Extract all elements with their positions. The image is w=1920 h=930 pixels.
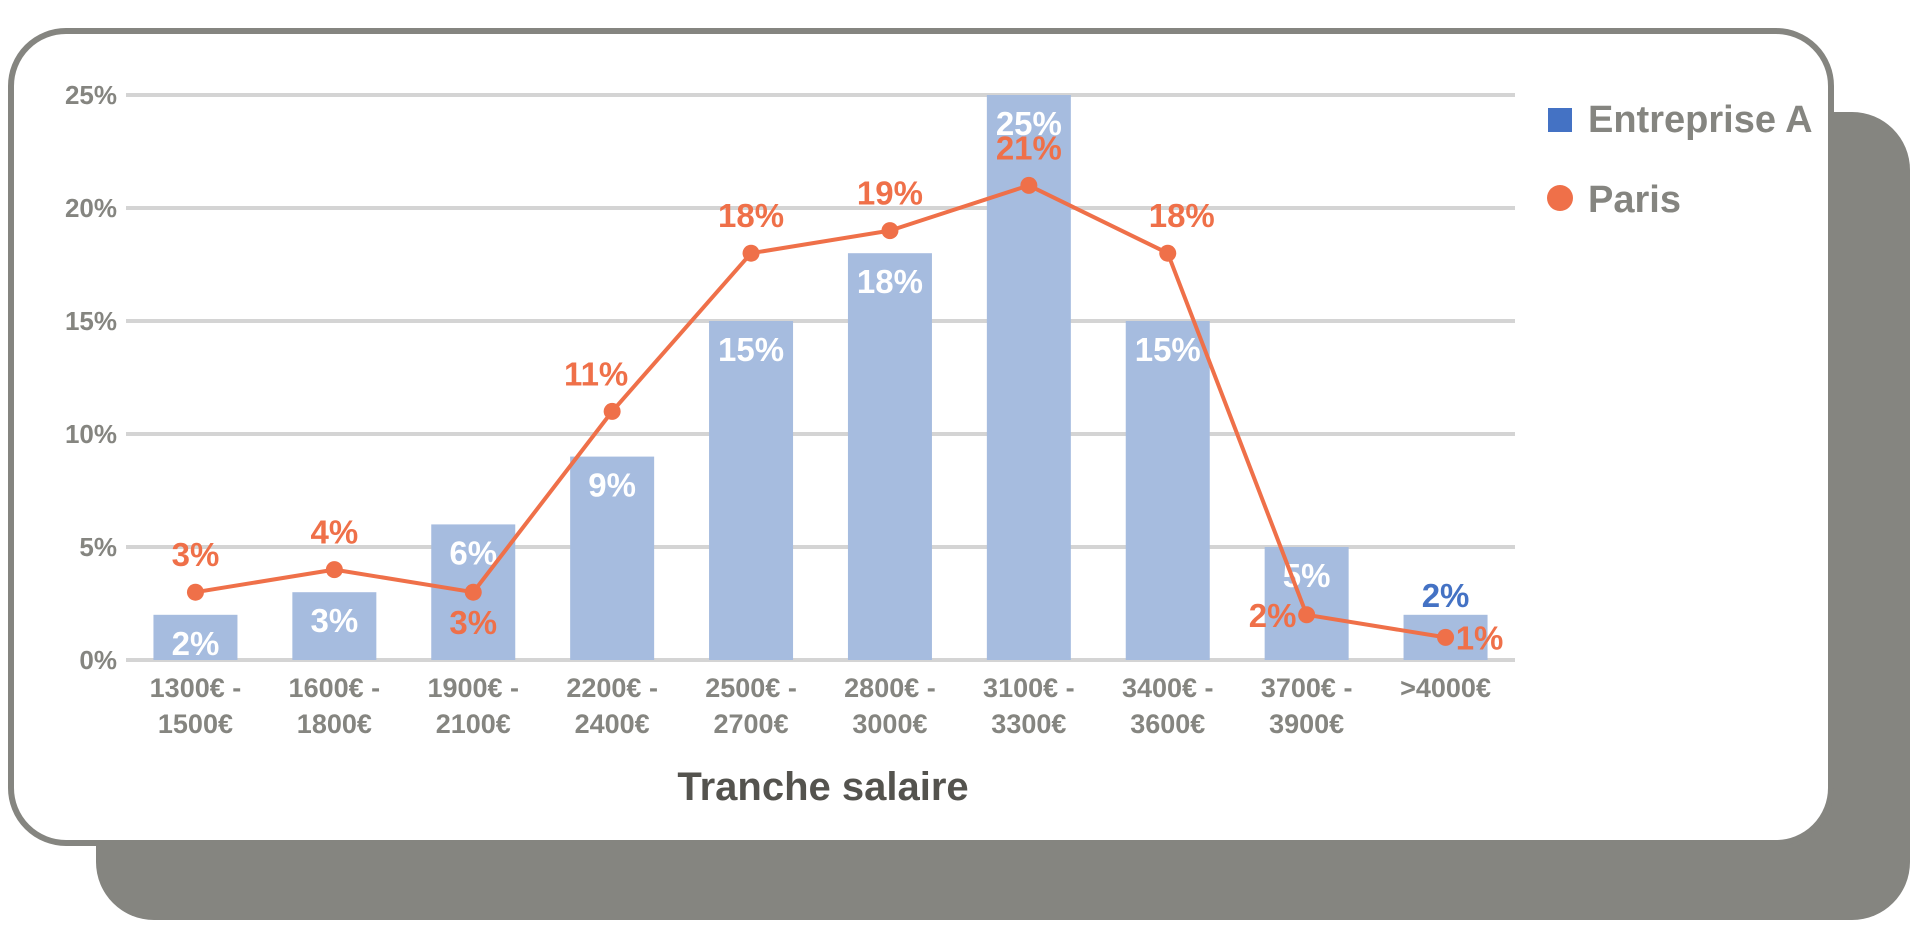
x-tick-label: 1600€ -	[289, 673, 381, 703]
x-tick-label: 1800€	[297, 709, 372, 739]
paris-data-label: 18%	[718, 197, 784, 234]
bar-data-label: 6%	[449, 534, 497, 571]
paris-data-label: 3%	[172, 536, 220, 573]
paris-data-label: 4%	[310, 514, 358, 551]
x-tick-label: 3000€	[852, 709, 927, 739]
bar-data-label: 9%	[588, 467, 636, 504]
paris-point	[1159, 244, 1177, 262]
x-tick-label: >4000€	[1400, 673, 1491, 703]
line-labels: 3% 4% 3% 11% 18% 19% 21% 18% 2% 1%	[172, 129, 1504, 656]
x-tick-label: 3700€ -	[1261, 673, 1353, 703]
paris-point	[603, 402, 621, 420]
bar	[153, 614, 238, 660]
bar-data-label: 2%	[1422, 577, 1470, 614]
paris-data-label: 19%	[857, 175, 923, 212]
x-tick-label: 1900€ -	[427, 673, 519, 703]
paris-data-label: 2%	[1249, 597, 1297, 634]
paris-point	[186, 583, 204, 601]
paris-point	[1020, 176, 1038, 194]
bar	[570, 456, 655, 660]
x-tick-label: 1300€ -	[150, 673, 242, 703]
x-tick-label: 3400€ -	[1122, 673, 1214, 703]
y-tick-label: 25%	[65, 80, 117, 110]
x-tick-label: 2700€	[714, 709, 789, 739]
x-axis-title: Tranche salaire	[677, 765, 968, 809]
grid	[126, 93, 1515, 662]
x-axis: 1300€ - 1500€ 1600€ - 1800€ 1900€ - 2100€ 2200…	[150, 673, 1491, 739]
bar-data-label: 15%	[1135, 331, 1201, 368]
paris-point	[1437, 628, 1455, 646]
bar-labels: 2%3%6%9%15%18%25%15%5%2%	[172, 105, 1470, 662]
paris-point	[742, 244, 760, 262]
legend-swatch-entreprise-a	[1548, 108, 1572, 132]
legend-label-entreprise-a: Entreprise A	[1588, 99, 1813, 141]
bar	[847, 253, 932, 660]
paris-point	[881, 222, 899, 240]
bar-data-label: 25%	[996, 105, 1062, 142]
x-tick-label: 2500€ -	[705, 673, 797, 703]
paris-data-label: 18%	[1149, 197, 1215, 234]
paris-point	[464, 583, 482, 601]
x-tick-label: 3100€ -	[983, 673, 1075, 703]
bar-data-label: 18%	[857, 263, 923, 300]
bar	[292, 592, 377, 660]
bar-data-label: 2%	[172, 625, 220, 662]
y-axis: 0% 5% 10% 15% 20% 25%	[65, 80, 117, 675]
x-tick-label: 2100€	[436, 709, 511, 739]
bars-entreprise-a	[153, 95, 1488, 660]
x-tick-label: 2800€ -	[844, 673, 936, 703]
y-tick-label: 5%	[79, 532, 117, 562]
bar	[1264, 547, 1349, 660]
bar	[709, 321, 794, 660]
x-tick-label: 2400€	[575, 709, 650, 739]
y-tick-label: 10%	[65, 419, 117, 449]
paris-data-label: 21%	[996, 129, 1062, 166]
legend-marker-paris	[1547, 185, 1573, 211]
bar	[1125, 321, 1210, 660]
x-tick-label: 1500€	[158, 709, 233, 739]
paris-point	[1298, 606, 1316, 624]
y-tick-label: 15%	[65, 306, 117, 336]
paris-point	[325, 561, 343, 579]
y-tick-label: 20%	[65, 193, 117, 223]
x-tick-label: 2200€ -	[566, 673, 658, 703]
bar-data-label: 3%	[310, 602, 358, 639]
legend: Entreprise A Paris	[1547, 99, 1813, 221]
x-tick-label: 3600€	[1130, 709, 1205, 739]
line-paris	[186, 176, 1455, 646]
bar-data-label: 15%	[718, 331, 784, 368]
legend-label-paris: Paris	[1588, 179, 1681, 221]
paris-data-label: 3%	[449, 604, 497, 641]
x-tick-label: 3900€	[1269, 709, 1344, 739]
paris-data-label: 1%	[1456, 619, 1504, 656]
paris-line	[195, 183, 1446, 640]
paris-data-label: 11%	[564, 355, 628, 392]
y-tick-label: 0%	[79, 645, 117, 675]
x-tick-label: 3300€	[991, 709, 1066, 739]
